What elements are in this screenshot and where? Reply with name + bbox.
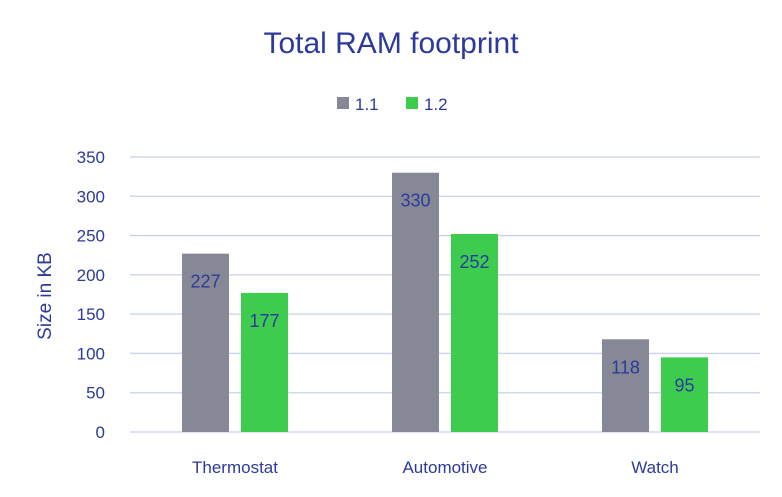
legend-label-1-1: 1.1 bbox=[355, 95, 379, 114]
data-label: 118 bbox=[611, 357, 640, 377]
y-axis-label: Size in KB bbox=[35, 252, 56, 340]
y-tick-label: 150 bbox=[77, 305, 105, 324]
y-tick-label: 200 bbox=[77, 266, 105, 285]
legend-label-1-2: 1.2 bbox=[424, 95, 448, 114]
bar-thermostat-1-1 bbox=[182, 253, 229, 432]
y-axis-ticks: 0 50 100 150 200 250 300 350 bbox=[77, 148, 105, 442]
bar-automotive-1-2 bbox=[451, 234, 498, 432]
bar-automotive-1-1 bbox=[392, 172, 439, 432]
x-category-label: Thermostat bbox=[192, 458, 278, 477]
bar-watch-1-2 bbox=[661, 357, 708, 432]
data-label: 227 bbox=[190, 272, 220, 292]
data-label: 95 bbox=[674, 375, 694, 395]
x-category-label: Watch bbox=[631, 458, 679, 477]
x-category-label: Automotive bbox=[402, 458, 487, 477]
legend-swatch-1-1 bbox=[337, 97, 349, 109]
gridlines bbox=[130, 156, 760, 433]
data-labels: 227 177 330 252 118 95 bbox=[190, 191, 694, 396]
bar-thermostat-1-2 bbox=[241, 292, 288, 432]
y-tick-label: 300 bbox=[77, 187, 105, 206]
data-label: 177 bbox=[249, 311, 279, 331]
legend-swatch-1-2 bbox=[406, 97, 418, 109]
y-tick-label: 250 bbox=[77, 227, 105, 246]
data-label: 330 bbox=[400, 191, 430, 211]
y-tick-label: 350 bbox=[77, 148, 105, 167]
bars bbox=[182, 172, 708, 432]
y-tick-label: 50 bbox=[86, 384, 105, 403]
legend: 1.1 1.2 bbox=[337, 95, 448, 114]
data-label: 252 bbox=[459, 252, 489, 272]
y-tick-label: 0 bbox=[96, 423, 105, 442]
x-axis-categories: Thermostat Automotive Watch bbox=[192, 458, 679, 477]
bar-watch-1-1 bbox=[602, 339, 649, 432]
y-tick-label: 100 bbox=[77, 344, 105, 363]
chart-title: Total RAM footprint bbox=[263, 27, 519, 60]
